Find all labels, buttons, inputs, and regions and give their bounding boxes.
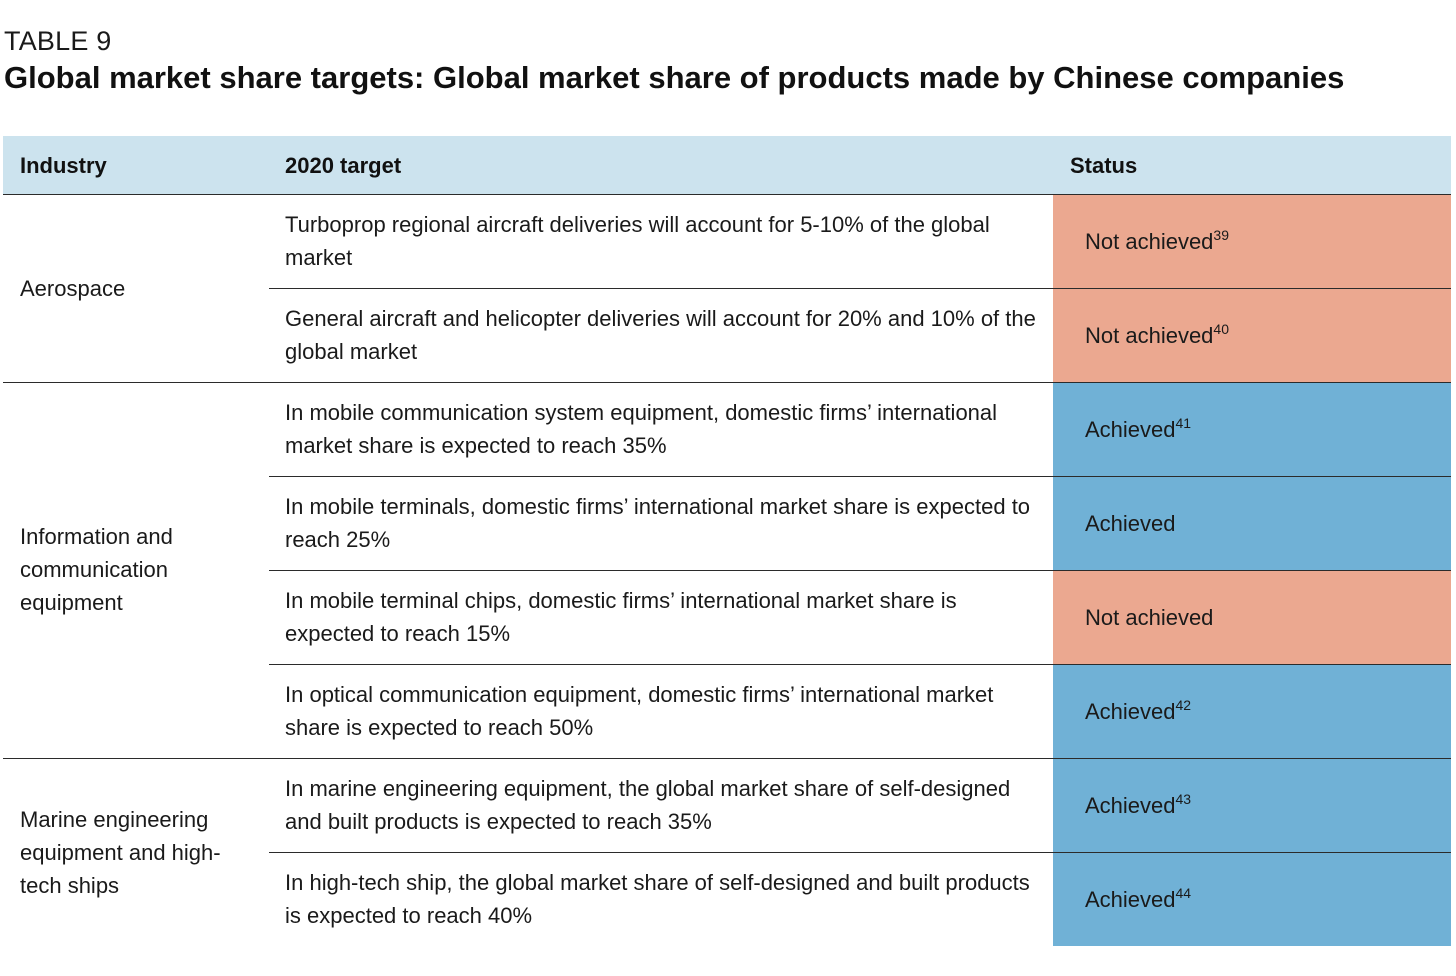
status-text: Not achieved	[1085, 322, 1214, 348]
target-cell: General aircraft and helicopter deliveri…	[285, 306, 1036, 364]
status-text: Achieved	[1085, 698, 1176, 724]
table-row: Turboprop regional aircraft deliveries w…	[269, 195, 1451, 289]
industry-cell: Information and communication equipment	[20, 524, 173, 615]
header-target: 2020 target	[285, 153, 402, 178]
table-row: In high-tech ship, the global market sha…	[269, 853, 1451, 946]
status-cell: Not achieved	[1053, 571, 1451, 664]
status-cell: Achieved	[1053, 477, 1451, 570]
table-header-row: Industry 2020 target Status	[3, 136, 1451, 195]
target-cell: Turboprop regional aircraft deliveries w…	[285, 212, 990, 270]
status-text: Achieved	[1085, 416, 1176, 442]
status-cell: Achieved41	[1053, 383, 1451, 476]
table-row: In mobile terminals, domestic firms’ int…	[269, 477, 1451, 571]
status-cell: Achieved44	[1053, 853, 1451, 946]
industry-group-ict: Information and communication equipment …	[3, 383, 1451, 759]
footnote-ref: 41	[1175, 414, 1192, 431]
industry-cell: Marine engineering equipment and high-te…	[20, 807, 221, 898]
status-cell: Achieved43	[1053, 759, 1451, 852]
footnote-ref: 43	[1175, 790, 1192, 807]
status-text: Achieved	[1085, 792, 1176, 818]
table-row: In mobile communication system equipment…	[269, 383, 1451, 477]
status-text: Achieved	[1085, 510, 1176, 536]
industry-group-aerospace: Aerospace Turboprop regional aircraft de…	[3, 195, 1451, 383]
status-cell: Not achieved39	[1053, 195, 1451, 288]
target-cell: In marine engineering equipment, the glo…	[285, 776, 1011, 834]
table-row: In mobile terminal chips, domestic firms…	[269, 571, 1451, 665]
table-row: In marine engineering equipment, the glo…	[269, 759, 1451, 853]
status-cell: Achieved42	[1053, 665, 1451, 758]
table-label: TABLE 9	[4, 26, 112, 56]
status-text: Achieved	[1085, 886, 1176, 912]
footnote-ref: 40	[1213, 320, 1229, 337]
target-cell: In mobile communication system equipment…	[285, 400, 998, 458]
target-cell: In mobile terminals, domestic firms’ int…	[285, 494, 1031, 552]
footnote-ref: 39	[1213, 226, 1229, 243]
header-industry: Industry	[20, 153, 107, 178]
target-cell: In optical communication equipment, dome…	[285, 682, 994, 740]
status-text: Not achieved	[1085, 228, 1214, 254]
status-text: Not achieved	[1085, 604, 1214, 630]
target-cell: In high-tech ship, the global market sha…	[285, 870, 1030, 928]
footnote-ref: 44	[1175, 884, 1192, 901]
target-cell: In mobile terminal chips, domestic firms…	[285, 588, 957, 646]
table-title: Global market share targets: Global mark…	[4, 60, 1345, 95]
industry-group-marine: Marine engineering equipment and high-te…	[3, 759, 1451, 946]
market-share-table: Industry 2020 target Status Aerospace Tu…	[3, 136, 1451, 946]
status-cell: Not achieved40	[1053, 289, 1451, 382]
table-row: General aircraft and helicopter deliveri…	[269, 289, 1451, 382]
footnote-ref: 42	[1175, 696, 1192, 713]
industry-cell: Aerospace	[20, 276, 126, 301]
header-status: Status	[1070, 153, 1138, 178]
table-row: In optical communication equipment, dome…	[269, 665, 1451, 758]
